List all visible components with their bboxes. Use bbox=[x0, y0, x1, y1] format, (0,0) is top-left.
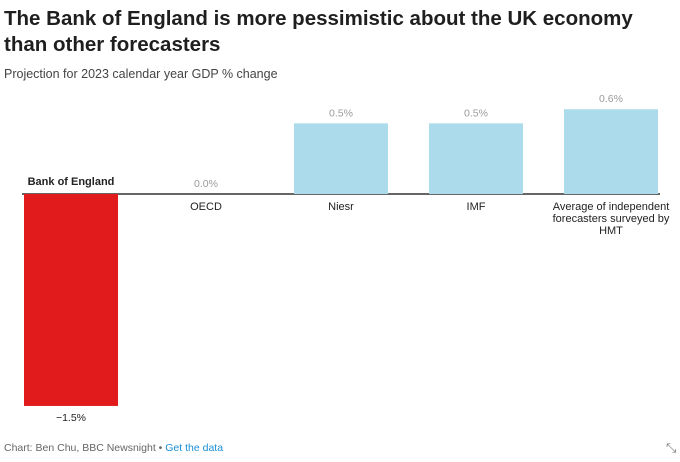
category-label-line: Niesr bbox=[328, 201, 354, 213]
chart-subtitle: Projection for 2023 calendar year GDP % … bbox=[4, 67, 278, 81]
value-label-4: 0.6% bbox=[599, 93, 623, 105]
category-label-1: OECD bbox=[190, 201, 222, 213]
get-the-data-link[interactable]: Get the data bbox=[165, 442, 224, 454]
bar-2 bbox=[294, 123, 388, 194]
category-label-line: Average of independent bbox=[553, 201, 670, 213]
footer-separator: • bbox=[155, 442, 166, 454]
value-label-2: 0.5% bbox=[329, 107, 353, 119]
bar-0 bbox=[24, 194, 118, 406]
value-label-3: 0.5% bbox=[464, 107, 488, 119]
value-label-1: 0.0% bbox=[194, 178, 218, 190]
category-label-line: HMT bbox=[599, 225, 623, 237]
category-label-line: OECD bbox=[190, 201, 222, 213]
source-credit: Chart: Ben Chu, BBC Newsnight bbox=[4, 442, 156, 454]
chart-footer: Chart: Ben Chu, BBC Newsnight • Get the … bbox=[4, 442, 223, 454]
category-label-2: Niesr bbox=[328, 201, 354, 213]
value-label-0: −1.5% bbox=[56, 412, 86, 424]
category-label-0: Bank of England bbox=[28, 176, 115, 188]
category-label-line: forecasters surveyed by bbox=[553, 213, 670, 225]
chart-title: The Bank of England is more pessimistic … bbox=[4, 7, 633, 56]
expand-icon[interactable]: ⤡ bbox=[666, 440, 677, 455]
category-label-4: Average of independent forecasters survey… bbox=[553, 201, 670, 237]
category-label-3: IMF bbox=[467, 201, 486, 213]
bar-3 bbox=[429, 123, 523, 194]
bar-chart: −1.5% Bank of England 0.0% OECD 0.5% Niesr 0.5… bbox=[22, 93, 670, 424]
category-label-line: IMF bbox=[467, 201, 486, 213]
bar-4 bbox=[564, 109, 658, 194]
